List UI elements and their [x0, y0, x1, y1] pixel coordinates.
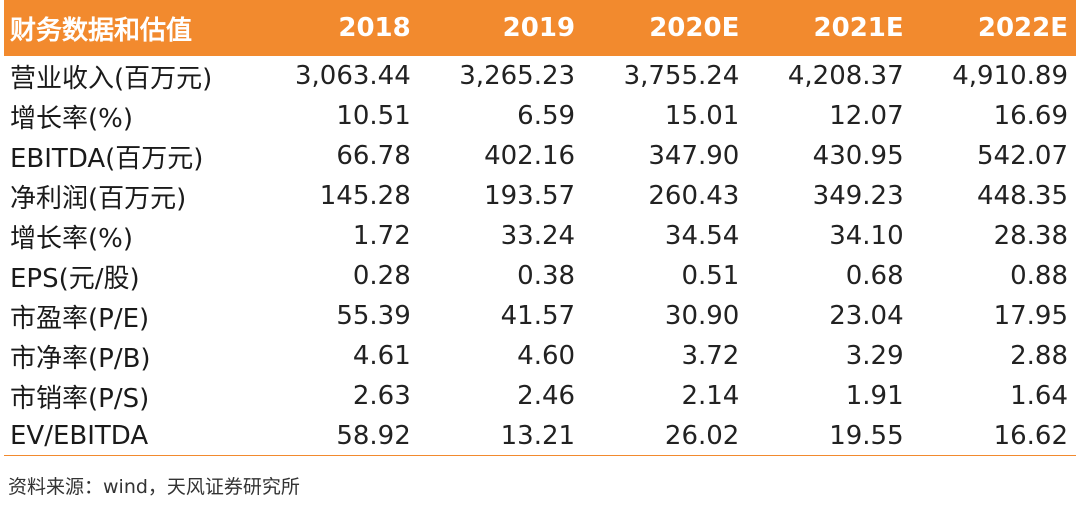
table-cell: 3.72	[681, 341, 740, 371]
table-cell: 402.16	[484, 141, 576, 171]
table-cell: 2.14	[681, 381, 740, 411]
table-cell: 2.88	[1010, 341, 1068, 371]
table-cell: 4,910.89	[952, 61, 1068, 91]
table-cell: 6.59	[517, 101, 576, 131]
row-label: 市净率(P/B)	[10, 343, 151, 374]
table-cell: 66.78	[336, 141, 411, 171]
header-cell-year: 2018	[254, 0, 419, 56]
table-cell: 34.10	[829, 221, 904, 251]
table-cell: 1.64	[1010, 381, 1068, 411]
row-label: 增长率(%)	[10, 103, 133, 134]
table-cell: 448.35	[977, 181, 1068, 211]
table-cell: 349.23	[812, 181, 904, 211]
table-cell: 0.38	[517, 261, 576, 291]
table-cell: 1.72	[352, 221, 411, 251]
table-cell: 4.61	[352, 341, 411, 371]
table-row: 增长率(%) 10.51 6.59 15.01 12.07 16.69	[4, 96, 1076, 136]
table-cell: 0.28	[352, 261, 411, 291]
row-label: EPS(元/股)	[10, 263, 140, 294]
table-cell: 0.68	[845, 261, 904, 291]
table-cell: 3,755.24	[623, 61, 740, 91]
table-cell: 0.88	[1010, 261, 1068, 291]
table-cell: 58.92	[254, 416, 419, 456]
table-cell: 13.21	[418, 416, 584, 456]
table-row: 营业收入(百万元) 3,063.44 3,265.23 3,755.24 4,2…	[4, 56, 1076, 96]
header-cell-year: 2022E	[911, 0, 1076, 56]
row-label: 净利润(百万元)	[10, 183, 187, 214]
table-cell: 16.62	[911, 416, 1076, 456]
table-cell: 33.24	[500, 221, 576, 251]
header-cell-year: 2019	[418, 0, 584, 56]
table-cell: 542.07	[977, 141, 1068, 171]
table-cell: 34.54	[664, 221, 740, 251]
table-row: EBITDA(百万元) 66.78 402.16 347.90 430.95 5…	[4, 136, 1076, 176]
row-label: EV/EBITDA	[4, 416, 255, 456]
table-cell: 260.43	[648, 181, 740, 211]
table-cell: 26.02	[583, 416, 748, 456]
table-row: 市盈率(P/E) 55.39 41.57 30.90 23.04 17.95	[4, 296, 1076, 336]
header-cell-year: 2020E	[583, 0, 748, 56]
table-row: 净利润(百万元) 145.28 193.57 260.43 349.23 448…	[4, 176, 1076, 216]
row-label: EBITDA(百万元)	[10, 143, 204, 174]
table-cell: 28.38	[993, 221, 1068, 251]
table-cell: 3.29	[845, 341, 904, 371]
table-cell: 193.57	[484, 181, 576, 211]
header-cell-title: 财务数据和估值	[4, 0, 255, 56]
table-cell: 4.60	[517, 341, 576, 371]
table-row: 市净率(P/B) 4.61 4.60 3.72 3.29 2.88	[4, 336, 1076, 376]
table-cell: 17.95	[993, 301, 1068, 331]
table-row: EV/EBITDA 58.92 13.21 26.02 19.55 16.62	[4, 416, 1076, 456]
table-cell: 12.07	[829, 101, 904, 131]
table-cell: 430.95	[812, 141, 904, 171]
source-note: 资料来源：wind，天风证券研究所	[8, 476, 300, 498]
row-label: 营业收入(百万元)	[10, 63, 213, 94]
table-row: 增长率(%) 1.72 33.24 34.54 34.10 28.38	[4, 216, 1076, 256]
financial-data-table: 财务数据和估值 2018 2019 2020E 2021E 2022E 营业收入…	[4, 0, 1076, 456]
table-cell: 347.90	[648, 141, 740, 171]
financial-table-container: 财务数据和估值 2018 2019 2020E 2021E 2022E 营业收入…	[4, 0, 1076, 456]
table-cell: 3,063.44	[294, 61, 411, 91]
table-cell: 41.57	[500, 301, 576, 331]
table-row: EPS(元/股) 0.28 0.38 0.51 0.68 0.88	[4, 256, 1076, 296]
table-cell: 4,208.37	[787, 61, 904, 91]
table-cell: 2.63	[352, 381, 411, 411]
table-row: 市销率(P/S) 2.63 2.46 2.14 1.91 1.64	[4, 376, 1076, 416]
table-cell: 55.39	[336, 301, 411, 331]
table-cell: 3,265.23	[459, 61, 576, 91]
table-cell: 0.51	[681, 261, 740, 291]
header-cell-year: 2021E	[747, 0, 912, 56]
row-label: 市销率(P/S)	[10, 383, 150, 414]
table-cell: 16.69	[993, 101, 1068, 131]
table-cell: 19.55	[747, 416, 912, 456]
table-header-row: 财务数据和估值 2018 2019 2020E 2021E 2022E	[4, 0, 1076, 56]
table-cell: 1.91	[845, 381, 904, 411]
table-cell: 145.28	[319, 181, 411, 211]
row-label: 增长率(%)	[10, 223, 133, 254]
table-cell: 30.90	[664, 301, 740, 331]
table-cell: 2.46	[517, 381, 576, 411]
table-cell: 23.04	[829, 301, 904, 331]
row-label: 市盈率(P/E)	[10, 303, 150, 334]
table-cell: 10.51	[336, 101, 411, 131]
table-cell: 15.01	[664, 101, 740, 131]
